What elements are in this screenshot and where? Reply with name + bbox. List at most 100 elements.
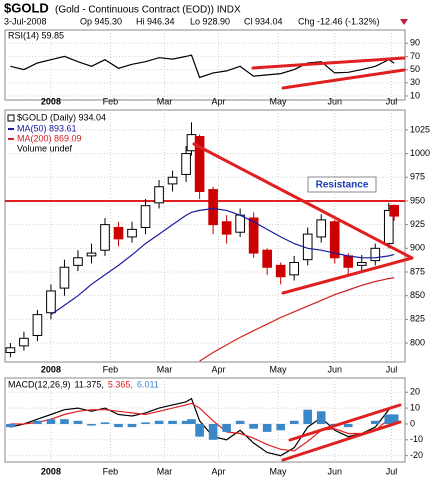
histogram-bar (33, 420, 42, 424)
histogram-bar (6, 423, 15, 428)
histogram-bar (181, 420, 191, 424)
histogram-bar (195, 423, 204, 437)
down-arrow (400, 19, 408, 25)
x-tick-label: Jun (327, 96, 342, 106)
x-tick-label: Feb (103, 364, 119, 374)
candle-body (46, 290, 56, 314)
histogram-bar (187, 419, 196, 424)
legend-title: RSI(14) 59.85 (8, 30, 64, 40)
legend-entry: MA(200) 869.09 (17, 133, 82, 143)
x-tick-label: Jun (327, 466, 342, 476)
y-tick-label: 850 (410, 290, 425, 300)
x-tick-label: Apr (212, 96, 226, 106)
date: 3-Jul-2008 (4, 16, 47, 26)
histogram-bar (235, 420, 245, 424)
histogram-bar (289, 420, 299, 424)
x-tick-label: May (269, 96, 287, 106)
histogram-bar (73, 420, 83, 424)
legend-title: $GOLD (Daily) 934.04 (17, 112, 106, 122)
x-tick-label: Mar (157, 466, 173, 476)
y-tick-label: 90 (410, 38, 420, 48)
histogram-bar (389, 414, 399, 424)
annotation: Resistance (316, 180, 369, 191)
candle-body (329, 221, 340, 259)
histogram-bar (276, 423, 285, 431)
x-tick-label: Feb (103, 96, 119, 106)
x-tick-label: 2008 (41, 466, 61, 476)
x-tick-label: Mar (157, 364, 173, 374)
candle-body (32, 314, 43, 336)
trend-line (251, 56, 406, 70)
histogram-bar (208, 423, 218, 440)
series-line (199, 277, 395, 362)
series-line (10, 54, 395, 79)
legend-entry: 5.365, (108, 379, 133, 389)
trend-line (281, 68, 406, 90)
histogram-bar (384, 414, 394, 424)
histogram-bar (168, 420, 177, 424)
candle-body (181, 153, 191, 175)
histogram-bar (343, 423, 353, 428)
x-tick-label: 2008 (41, 364, 61, 374)
histogram-bar (316, 411, 326, 424)
x-tick-label: Jun (327, 364, 342, 374)
histogram-bar (370, 420, 380, 424)
y-tick-label: 70 (410, 51, 420, 61)
candle-body (73, 257, 83, 266)
x-tick-label: Apr (212, 466, 226, 476)
trend-lines (192, 56, 414, 462)
histogram-bar (222, 423, 231, 432)
candle-body (356, 262, 367, 266)
candle-body (19, 337, 29, 347)
y-tick-label: 50 (410, 64, 420, 74)
candle-body (113, 226, 124, 240)
candle-body (140, 205, 151, 228)
x-tick-label: Mar (157, 96, 173, 106)
series-line (50, 207, 395, 316)
x-tick-label: Jul (386, 96, 398, 106)
candle-body (100, 224, 110, 251)
annotation-box (307, 176, 377, 193)
y-tick-label: 1000 (410, 148, 430, 158)
trend-line (288, 403, 402, 442)
x-tick-label: May (269, 364, 287, 374)
candle-body (5, 347, 16, 354)
histogram-bar (127, 423, 137, 428)
histogram-bar (87, 423, 96, 426)
x-tick-label: Feb (103, 466, 119, 476)
y-tick-label: 10 (410, 402, 420, 412)
y-tick-label: 10 (410, 90, 420, 100)
trend-line (281, 256, 414, 295)
histogram-bar (46, 419, 56, 424)
series-line (10, 397, 395, 457)
open: Op 945.30 (80, 16, 122, 26)
candle-body (194, 136, 205, 192)
y-tick-label: 900 (410, 243, 425, 253)
candle-body (235, 214, 245, 233)
trend-line (192, 142, 414, 260)
candle-body (262, 249, 272, 268)
candle-body (248, 217, 259, 254)
change: Chg -12.46 (-1.32%) (298, 16, 380, 26)
candle-body (383, 209, 394, 245)
candle-body (289, 262, 300, 276)
histogram-bar (100, 422, 110, 424)
y-tick-label: 950 (410, 195, 425, 205)
x-tick-label: Apr (212, 364, 226, 374)
y-tick-label: 800 (410, 337, 425, 347)
candle-body (316, 219, 327, 238)
y-tick-label: 1025 (410, 124, 430, 134)
candle-body (154, 186, 164, 204)
candle-body (370, 247, 381, 262)
candle-body (127, 228, 137, 238)
candle-body (59, 266, 70, 289)
histogram-bar (60, 419, 69, 424)
y-tick-label: 925 (410, 219, 425, 229)
histogram-bar (262, 423, 272, 432)
y-tick-label: 875 (410, 266, 425, 276)
legend-entry: Volume undef (17, 143, 73, 153)
high: Hi 946.34 (136, 16, 175, 26)
y-tick-label: 975 (410, 172, 425, 182)
x-tick-label: May (269, 466, 287, 476)
